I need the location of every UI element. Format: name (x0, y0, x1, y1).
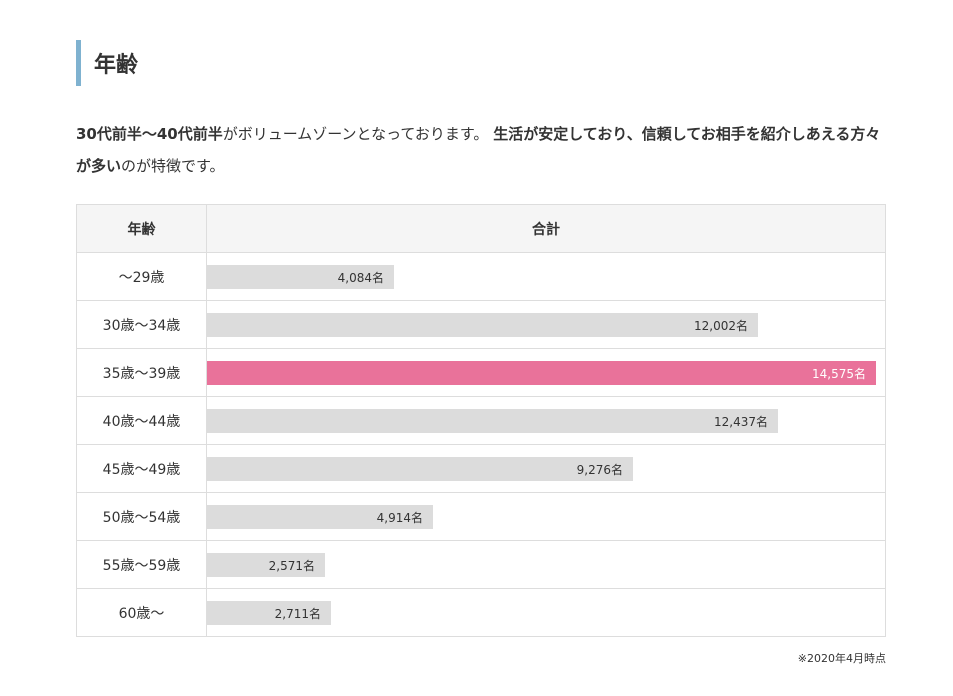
bar-value-label: 2,711名 (274, 606, 321, 621)
bar-cell: 12,002名 (206, 300, 886, 349)
bar-cell: 4,084名 (206, 252, 886, 301)
bar-2: 14,575名 (207, 361, 876, 385)
bar-1: 12,002名 (207, 313, 758, 337)
age-category-label: 45歳〜49歳 (76, 444, 207, 493)
intro-bold-2: 生活が安定しており、信頼してお相手を紹介しあえる方々が多い (76, 125, 881, 175)
bar-value-label: 12,002名 (694, 318, 748, 333)
age-category-label: 30歳〜34歳 (76, 300, 207, 349)
header-age: 年齢 (76, 204, 207, 253)
age-category-label: 40歳〜44歳 (76, 396, 207, 445)
age-category-label: 60歳〜 (76, 588, 207, 637)
table-header-row: 年齢 合計 (76, 204, 886, 253)
intro-text-2: がボリュームゾーンとなっております。 (222, 125, 489, 143)
bar-4: 9,276名 (207, 457, 633, 481)
table-row: 50歳〜54歳 4,914名 (76, 492, 886, 541)
table-row: 30歳〜34歳 12,002名 (76, 300, 886, 349)
age-category-label: 〜29歳 (76, 252, 207, 301)
bar-cell: 4,914名 (206, 492, 886, 541)
table-row: 40歳〜44歳 12,437名 (76, 396, 886, 445)
age-distribution-table: 年齢 合計 〜29歳 4,084名 30歳〜34歳 12,002名 35歳〜39歳 14,… (76, 204, 886, 637)
table-row: 60歳〜 2,711名 (76, 588, 886, 637)
table-row: 55歳〜59歳 2,571名 (76, 540, 886, 589)
age-category-label: 50歳〜54歳 (76, 492, 207, 541)
bar-5: 4,914名 (207, 505, 433, 529)
intro-text-4: のが特徴です。 (121, 157, 225, 175)
bar-value-label: 12,437名 (714, 414, 768, 429)
date-note: ※2020年4月時点 (797, 652, 886, 665)
header-total: 合計 (206, 204, 886, 253)
bar-cell: 12,437名 (206, 396, 886, 445)
table-row: 35歳〜39歳 14,575名 (76, 348, 886, 397)
bar-value-label: 4,914名 (376, 510, 423, 525)
bar-cell: 14,575名 (206, 348, 886, 397)
intro-text: 30代前半〜40代前半がボリュームゾーンとなっております。 生活が安定しており、… (76, 118, 886, 182)
section-heading-text: 年齢 (94, 53, 139, 78)
bar-0: 4,084名 (207, 265, 394, 289)
bar-cell: 2,711名 (206, 588, 886, 637)
bar-7: 2,711名 (207, 601, 331, 625)
table-row: 45歳〜49歳 9,276名 (76, 444, 886, 493)
table-row: 〜29歳 4,084名 (76, 252, 886, 301)
section-heading: 年齢 (76, 40, 138, 86)
bar-cell: 2,571名 (206, 540, 886, 589)
bar-3: 12,437名 (207, 409, 778, 433)
bar-6: 2,571名 (207, 553, 325, 577)
intro-bold-1: 30代前半〜40代前半 (76, 125, 223, 143)
bar-value-label: 2,571名 (268, 558, 315, 573)
age-category-label: 35歳〜39歳 (76, 348, 207, 397)
bar-value-label: 4,084名 (337, 270, 384, 285)
bar-value-label: 14,575名 (812, 366, 866, 381)
bar-value-label: 9,276名 (576, 462, 623, 477)
bar-cell: 9,276名 (206, 444, 886, 493)
age-category-label: 55歳〜59歳 (76, 540, 207, 589)
table-body: 〜29歳 4,084名 30歳〜34歳 12,002名 35歳〜39歳 14,575名 40… (76, 252, 886, 637)
